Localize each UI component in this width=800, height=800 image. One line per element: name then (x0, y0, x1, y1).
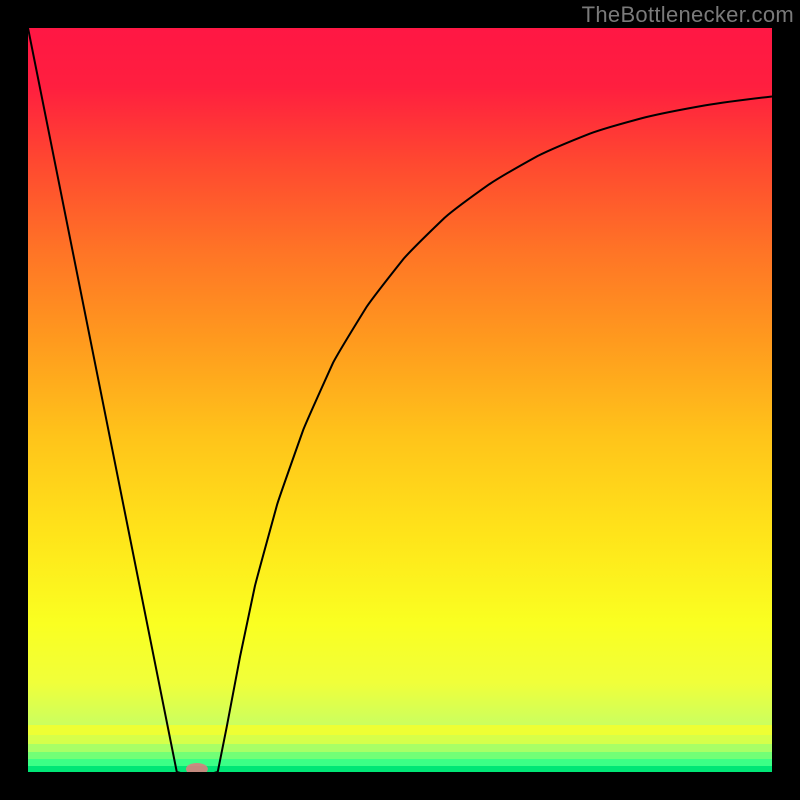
bottom-band (28, 744, 772, 752)
bottom-band (28, 759, 772, 766)
watermark-text: TheBottlenecker.com (582, 2, 794, 28)
bottom-band (28, 766, 772, 772)
bottom-band (28, 752, 772, 759)
bottom-band (28, 725, 772, 735)
gradient-background (28, 28, 772, 772)
bottom-band (28, 735, 772, 744)
figure-frame: TheBottlenecker.com (0, 0, 800, 800)
plot-svg (28, 28, 772, 772)
plot-area (28, 28, 772, 772)
